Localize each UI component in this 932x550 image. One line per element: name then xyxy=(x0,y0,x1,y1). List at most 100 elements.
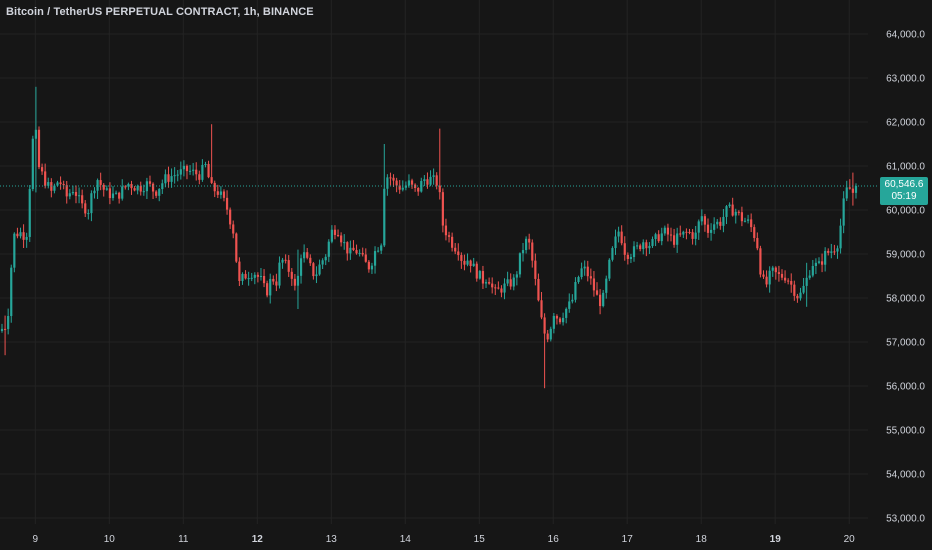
candle-body xyxy=(438,185,441,193)
candle-body xyxy=(716,221,719,225)
candle-up xyxy=(466,253,469,267)
candle-body xyxy=(783,277,787,281)
candle-down xyxy=(346,241,349,261)
candle-body xyxy=(484,282,488,284)
candle-down xyxy=(238,257,241,287)
price-tick-label: 63,000.0 xyxy=(886,74,925,85)
candle-body xyxy=(845,187,848,199)
candle-up xyxy=(429,170,432,187)
candle-up xyxy=(805,262,808,307)
candle-body xyxy=(182,165,185,170)
candle-down xyxy=(398,179,401,194)
candle-body xyxy=(155,191,158,196)
last-price-tag: 60,546.6 05:19 xyxy=(880,176,928,205)
candle-down xyxy=(74,185,78,204)
candle-body xyxy=(796,295,799,299)
candle-body xyxy=(534,260,537,279)
candle-down xyxy=(481,265,485,289)
candle-body xyxy=(192,169,195,171)
candle-down xyxy=(151,182,155,199)
candle-body xyxy=(398,185,401,190)
candle-down xyxy=(244,270,247,280)
candle-body xyxy=(562,317,565,323)
candle-down xyxy=(336,229,340,238)
candle-up xyxy=(771,265,774,277)
candle-up xyxy=(830,243,833,259)
candle-body xyxy=(22,232,25,240)
time-tick-label: 18 xyxy=(696,534,708,545)
candle-up xyxy=(31,135,34,192)
candle-body xyxy=(93,190,96,194)
candle-down xyxy=(361,247,364,257)
candle-body xyxy=(59,182,62,185)
candle-body xyxy=(512,277,515,287)
candle-body xyxy=(269,278,272,296)
candle-body xyxy=(602,292,605,307)
candle-up xyxy=(383,144,386,248)
candle-body xyxy=(515,274,518,278)
candle-down xyxy=(762,270,765,279)
candle-body xyxy=(777,272,781,274)
candle-body xyxy=(706,224,710,233)
candle-down xyxy=(706,218,710,238)
price-axis[interactable]: 53,000.0 54,000.0 55,000.0 56,000.0 57,000.0… xyxy=(886,30,925,525)
candle-up xyxy=(842,191,845,234)
candle-up xyxy=(34,86,38,193)
candle-body xyxy=(247,278,250,280)
candle-up xyxy=(577,275,580,284)
candle-body xyxy=(537,278,540,301)
candle-down xyxy=(133,186,136,192)
candle-down xyxy=(620,225,623,246)
candle-down xyxy=(783,270,787,284)
candle-body xyxy=(420,181,423,192)
candle-body xyxy=(195,169,198,175)
candle-up xyxy=(90,190,93,222)
candle-body xyxy=(669,234,673,236)
candle-down xyxy=(447,231,451,243)
candle-up xyxy=(164,169,167,188)
candle-up xyxy=(358,249,361,257)
candle-up xyxy=(145,177,148,200)
candle-down xyxy=(796,293,799,303)
candle-body xyxy=(210,177,213,183)
candle-body xyxy=(330,229,333,242)
candle-body xyxy=(632,246,636,258)
candle-body xyxy=(225,197,229,210)
time-axis[interactable]: 9 10 11 12 13 14 15 16 17 18 19 20 xyxy=(33,534,856,545)
candle-body xyxy=(176,174,179,176)
candle-body xyxy=(361,252,364,255)
candle-up xyxy=(142,184,145,196)
candle-up xyxy=(250,272,253,282)
candle-up xyxy=(127,182,130,191)
candle-body xyxy=(355,250,358,254)
candle-up xyxy=(734,208,737,224)
candle-body xyxy=(793,284,796,296)
candle-up xyxy=(472,257,475,267)
candle-up xyxy=(743,217,747,223)
candle-body xyxy=(327,241,330,257)
candle-body xyxy=(198,174,201,180)
candle-body xyxy=(373,251,377,266)
candle-down xyxy=(848,179,851,190)
candle-body xyxy=(787,280,790,282)
candle-body xyxy=(642,242,645,250)
candle-up xyxy=(158,187,161,202)
candle-body xyxy=(694,232,697,239)
candle-body xyxy=(586,266,589,277)
candle-down xyxy=(213,180,216,198)
candle-body xyxy=(478,271,481,279)
candle-down xyxy=(737,210,740,216)
candle-body xyxy=(799,292,802,299)
candle-down xyxy=(537,273,540,302)
candle-down xyxy=(623,236,626,261)
candle-body xyxy=(222,191,226,198)
candles xyxy=(0,86,858,389)
candle-up xyxy=(111,186,115,201)
candle-body xyxy=(648,245,651,249)
candle-down xyxy=(364,248,367,263)
candle-body xyxy=(256,274,259,277)
candle-up xyxy=(632,241,636,262)
candle-up xyxy=(136,184,139,195)
